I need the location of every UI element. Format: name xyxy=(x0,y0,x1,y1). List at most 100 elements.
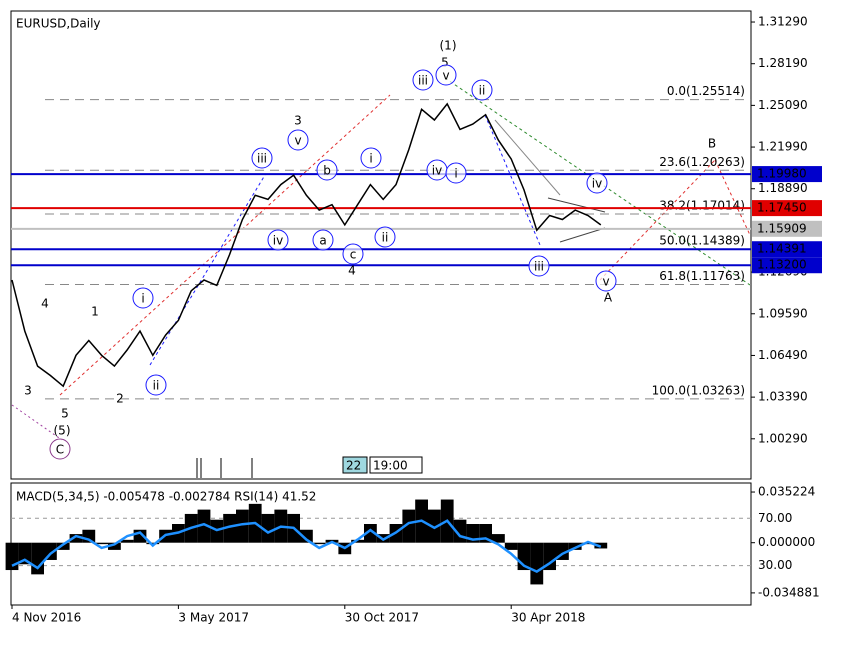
macd-bar xyxy=(312,542,326,545)
price-level-box xyxy=(752,241,822,258)
macd-bar xyxy=(492,534,505,543)
wave-label: a xyxy=(319,234,326,248)
price-line xyxy=(11,102,602,388)
wave-label: 5 xyxy=(441,56,449,70)
trendline xyxy=(494,119,561,196)
trendline xyxy=(149,174,266,366)
time-marker: 19:00 xyxy=(373,459,408,473)
wave-label: iii xyxy=(534,260,544,274)
trendlines xyxy=(11,77,751,478)
price-level-box xyxy=(752,166,822,183)
wave-circle xyxy=(251,147,273,169)
macd-bar xyxy=(530,542,544,585)
x-tick-label: 4 Nov 2016 xyxy=(12,611,81,625)
time-marker-box xyxy=(342,456,368,474)
wave-circle xyxy=(132,287,154,309)
y2-tick-label: 70.00 xyxy=(758,511,792,525)
wave-circle xyxy=(312,229,334,251)
y-tick-label: 1.28190 xyxy=(758,56,808,70)
price-level-box xyxy=(752,220,822,237)
wave-label: b xyxy=(323,164,331,178)
fib-label: 50.0(1.14389) xyxy=(659,234,745,248)
wave-label: iv xyxy=(273,234,283,248)
y-tick-label: 0.000000 xyxy=(758,535,815,549)
price-level-label: 1.14391 xyxy=(757,242,807,256)
fib-label: 0.0(1.25514) xyxy=(667,84,745,98)
wave-label: 4 xyxy=(41,297,49,311)
wave-circle xyxy=(49,438,71,460)
wave-circle xyxy=(445,162,467,184)
wave-label: i xyxy=(454,167,457,181)
wave-label: iii xyxy=(418,74,428,88)
y-tick-label: 1.25090 xyxy=(758,98,808,112)
macd-bar xyxy=(364,524,377,543)
wave-circle xyxy=(471,79,493,101)
fib-label: 100.0(1.03263) xyxy=(652,383,745,397)
macd-bar xyxy=(236,509,249,543)
trendline xyxy=(444,77,751,286)
wave-label: ii xyxy=(479,84,486,98)
indicator-title: MACD(5,34,5) -0.005478 -0.002784 RSI(14)… xyxy=(16,490,316,504)
time-marker: 22 xyxy=(346,459,361,473)
trendline xyxy=(599,159,716,281)
wave-label: (1) xyxy=(440,39,457,53)
wave-label: ii xyxy=(382,231,389,245)
wave-label: c xyxy=(350,248,357,262)
macd-bar xyxy=(261,513,275,543)
macd-bar xyxy=(5,542,19,571)
y-tick-label: 1.06490 xyxy=(758,348,808,362)
wave-circle xyxy=(412,69,434,91)
wave-circle xyxy=(374,226,396,248)
y-tick-label: -0.034881 xyxy=(758,585,820,599)
y-tick-label: 1.09590 xyxy=(758,306,808,320)
y2-tick-label: 30.00 xyxy=(758,558,792,572)
price-level-box xyxy=(752,257,822,274)
wave-label: v xyxy=(294,134,301,148)
price-level-label: 1.15909 xyxy=(757,221,807,235)
wave-label: 4 xyxy=(348,264,356,278)
wave-label: B xyxy=(708,137,716,151)
fib-label: 38.2(1.17014) xyxy=(659,198,745,212)
macd-bar xyxy=(402,509,416,543)
wave-label: (5) xyxy=(54,424,71,438)
y-tick-label: 1.21990 xyxy=(758,140,808,154)
macd-bar xyxy=(69,534,83,543)
price-panel-frame xyxy=(10,10,752,480)
wave-label: ii xyxy=(153,379,160,393)
macd-bar xyxy=(543,542,556,571)
chart-title: EURUSD,Daily xyxy=(16,17,101,31)
triangle-line xyxy=(547,197,606,213)
wave-circle xyxy=(435,64,457,86)
triangle-line xyxy=(559,227,606,243)
wave-label: C xyxy=(56,443,64,457)
wave-circle xyxy=(342,243,364,265)
macd-bar xyxy=(568,542,582,550)
wave-circle xyxy=(145,374,167,396)
time-marker-box xyxy=(369,456,423,474)
y-tick-label: 1.18890 xyxy=(758,181,808,195)
wave-label: A xyxy=(604,291,613,305)
wave-label: i xyxy=(369,152,372,166)
x-tick-label: 30 Oct 2017 xyxy=(345,611,419,625)
macd-bar xyxy=(504,542,518,550)
trendline xyxy=(714,159,751,236)
wave-circle xyxy=(595,270,617,292)
wave-circle xyxy=(586,172,608,194)
wave-label: 5 xyxy=(61,407,69,421)
macd-bar xyxy=(108,542,121,550)
wave-label: 3 xyxy=(294,114,302,128)
y-tick-label: 0.035224 xyxy=(758,485,815,499)
macd-bar xyxy=(300,529,313,543)
x-tick-label: 3 May 2017 xyxy=(178,611,249,625)
macd-bar xyxy=(56,542,70,550)
fib-label: 23.6(1.20263) xyxy=(659,155,745,169)
wave-label: v xyxy=(602,275,609,289)
macd-bar xyxy=(95,542,108,545)
price-level-label: 1.19980 xyxy=(757,167,807,181)
macd-bar xyxy=(223,513,236,543)
y-tick-label: 1.31290 xyxy=(758,15,808,29)
macd-bar xyxy=(351,539,364,543)
trendline xyxy=(59,94,391,396)
